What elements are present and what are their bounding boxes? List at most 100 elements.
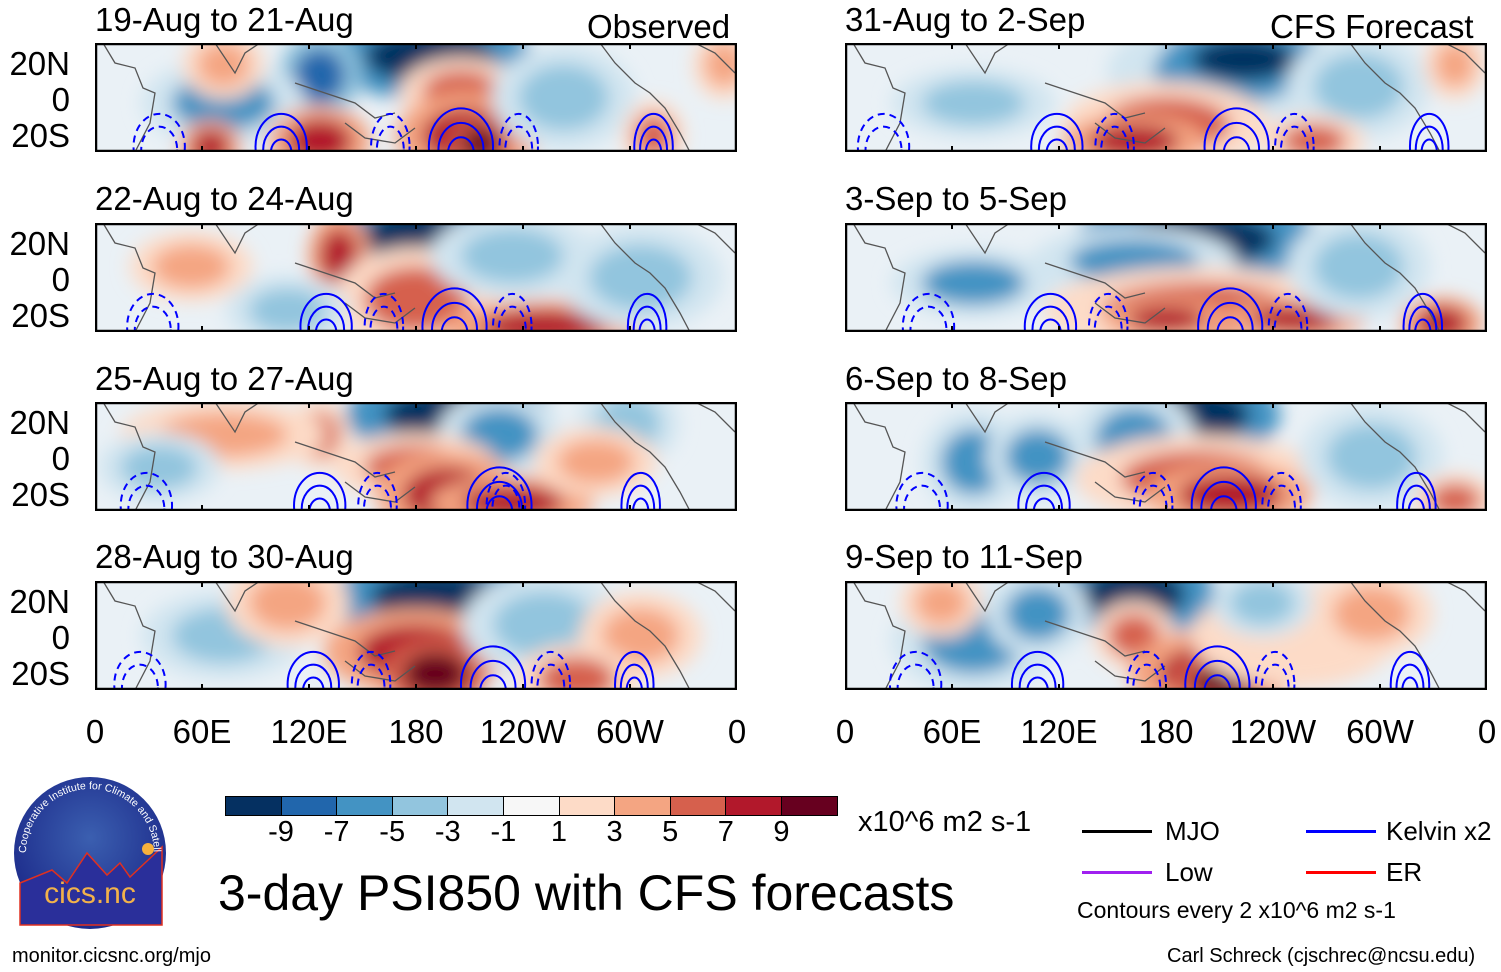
kelvin-contour bbox=[314, 318, 338, 332]
map-panel bbox=[845, 581, 1487, 690]
kelvin-contour bbox=[427, 107, 495, 152]
coastline bbox=[694, 581, 736, 612]
colorbar-tick-label: 3 bbox=[606, 816, 623, 848]
kelvin-contour bbox=[1037, 125, 1076, 152]
coastline bbox=[964, 402, 1011, 434]
kelvin-contour bbox=[1209, 495, 1238, 511]
coastline bbox=[1044, 620, 1146, 657]
kelvin-contour bbox=[357, 471, 398, 511]
y-tick-label: 20S bbox=[11, 476, 70, 513]
colorbar-swatch bbox=[281, 797, 338, 815]
anomaly-region bbox=[1332, 586, 1410, 641]
kelvin-contour bbox=[1026, 676, 1049, 690]
kelvin-contour bbox=[1203, 107, 1270, 152]
x-tick-label: 180 bbox=[1138, 713, 1194, 750]
anomaly-region bbox=[294, 48, 346, 103]
x-tick-label: 180 bbox=[388, 713, 444, 750]
kelvin-contour bbox=[466, 466, 533, 511]
kelvin-contour bbox=[1025, 484, 1063, 511]
anomaly-region bbox=[460, 126, 500, 152]
colorbar-tick-label: 5 bbox=[662, 816, 679, 848]
coastline bbox=[1349, 581, 1441, 690]
y-tick-label: 20S bbox=[11, 655, 70, 692]
coastline bbox=[599, 581, 691, 690]
anomaly-region bbox=[1435, 43, 1475, 87]
coastline bbox=[1094, 122, 1166, 144]
kelvin-contour bbox=[485, 495, 514, 511]
kelvin-contour bbox=[1200, 480, 1248, 511]
anomaly-region bbox=[364, 266, 468, 332]
kelvin-contour bbox=[1031, 305, 1070, 332]
x-tick-label: 120E bbox=[1020, 713, 1098, 750]
anomaly-region bbox=[518, 64, 609, 131]
x-tick-label: 0 bbox=[727, 713, 747, 750]
kelvin-contour bbox=[286, 650, 340, 690]
kelvin-contour bbox=[492, 292, 533, 332]
coastline bbox=[1349, 43, 1441, 152]
coastline bbox=[214, 223, 261, 255]
coastline bbox=[1444, 581, 1486, 612]
kelvin-contour bbox=[140, 125, 179, 152]
figure-title: 3-day PSI850 with CFS forecasts bbox=[218, 865, 955, 921]
x-tick-label: 60E bbox=[922, 713, 982, 750]
colorbar-tick-label: -7 bbox=[323, 816, 350, 848]
anomaly-region bbox=[922, 261, 1025, 305]
svg-text:cics.nc: cics.nc bbox=[44, 877, 136, 910]
colorbar-swatch bbox=[337, 797, 393, 815]
kelvin-contour bbox=[1389, 650, 1431, 690]
y-tick-label: 20N bbox=[9, 225, 70, 262]
kelvin-contour bbox=[302, 676, 325, 690]
kelvin-contour bbox=[375, 125, 405, 152]
colorbar-tick-label: 7 bbox=[717, 816, 734, 848]
kelvin-contour bbox=[370, 112, 411, 152]
kelvin-contour bbox=[644, 138, 663, 152]
kelvin-contour bbox=[1408, 305, 1438, 332]
colorbar-tick-label: 9 bbox=[773, 816, 790, 848]
anomaly-region bbox=[1191, 43, 1295, 82]
kelvin-contour bbox=[459, 645, 527, 690]
kelvin-contour bbox=[614, 650, 655, 690]
coastline bbox=[599, 43, 691, 152]
kelvin-contour bbox=[619, 663, 649, 690]
anomaly-region bbox=[634, 113, 673, 152]
kelvin-contour bbox=[639, 125, 669, 152]
y-tick-label: 20S bbox=[11, 117, 70, 154]
coastline bbox=[1044, 262, 1146, 299]
coastline bbox=[852, 581, 906, 690]
anomaly-region bbox=[287, 119, 352, 152]
panel-title: 6-Sep to 8-Sep bbox=[845, 360, 1067, 397]
panel-title: 9-Sep to 11-Sep bbox=[845, 538, 1083, 575]
kelvin-contour bbox=[895, 471, 949, 511]
kelvin-contour bbox=[1274, 112, 1315, 152]
kelvin-contour bbox=[1039, 318, 1062, 332]
kelvin-contour bbox=[633, 112, 674, 152]
coastline bbox=[214, 581, 261, 613]
x-tick-label: 0 bbox=[85, 713, 105, 750]
coastline bbox=[1444, 223, 1486, 254]
kelvin-contour bbox=[626, 292, 668, 332]
colorbar-tick-label: -5 bbox=[379, 816, 406, 848]
panel-title: 28-Aug to 30-Aug bbox=[95, 538, 354, 575]
coastline bbox=[1044, 441, 1146, 478]
kelvin-contour bbox=[262, 125, 301, 152]
map-panel bbox=[845, 402, 1487, 511]
anomaly-region bbox=[922, 81, 1025, 125]
coastline bbox=[344, 481, 416, 503]
kelvin-contour bbox=[1407, 497, 1426, 511]
kelvin-contour bbox=[437, 121, 485, 152]
x-tick-label: 120W bbox=[1229, 713, 1317, 750]
map-panel bbox=[95, 43, 737, 152]
x-tick-label: 60W bbox=[596, 713, 664, 750]
kelvin-contour bbox=[126, 292, 180, 332]
coastline bbox=[694, 223, 736, 254]
coastline bbox=[294, 82, 396, 119]
anomaly-region bbox=[403, 651, 468, 690]
legend-label-low: Low bbox=[1165, 857, 1213, 887]
x-tick-label: 0 bbox=[1477, 713, 1497, 750]
coastline bbox=[852, 402, 906, 511]
coastline bbox=[294, 441, 396, 478]
column-header-forecast: CFS Forecast bbox=[1270, 8, 1474, 45]
kelvin-contour bbox=[1414, 125, 1444, 152]
kelvin-contour bbox=[469, 659, 517, 690]
anomaly-region bbox=[1230, 581, 1295, 625]
